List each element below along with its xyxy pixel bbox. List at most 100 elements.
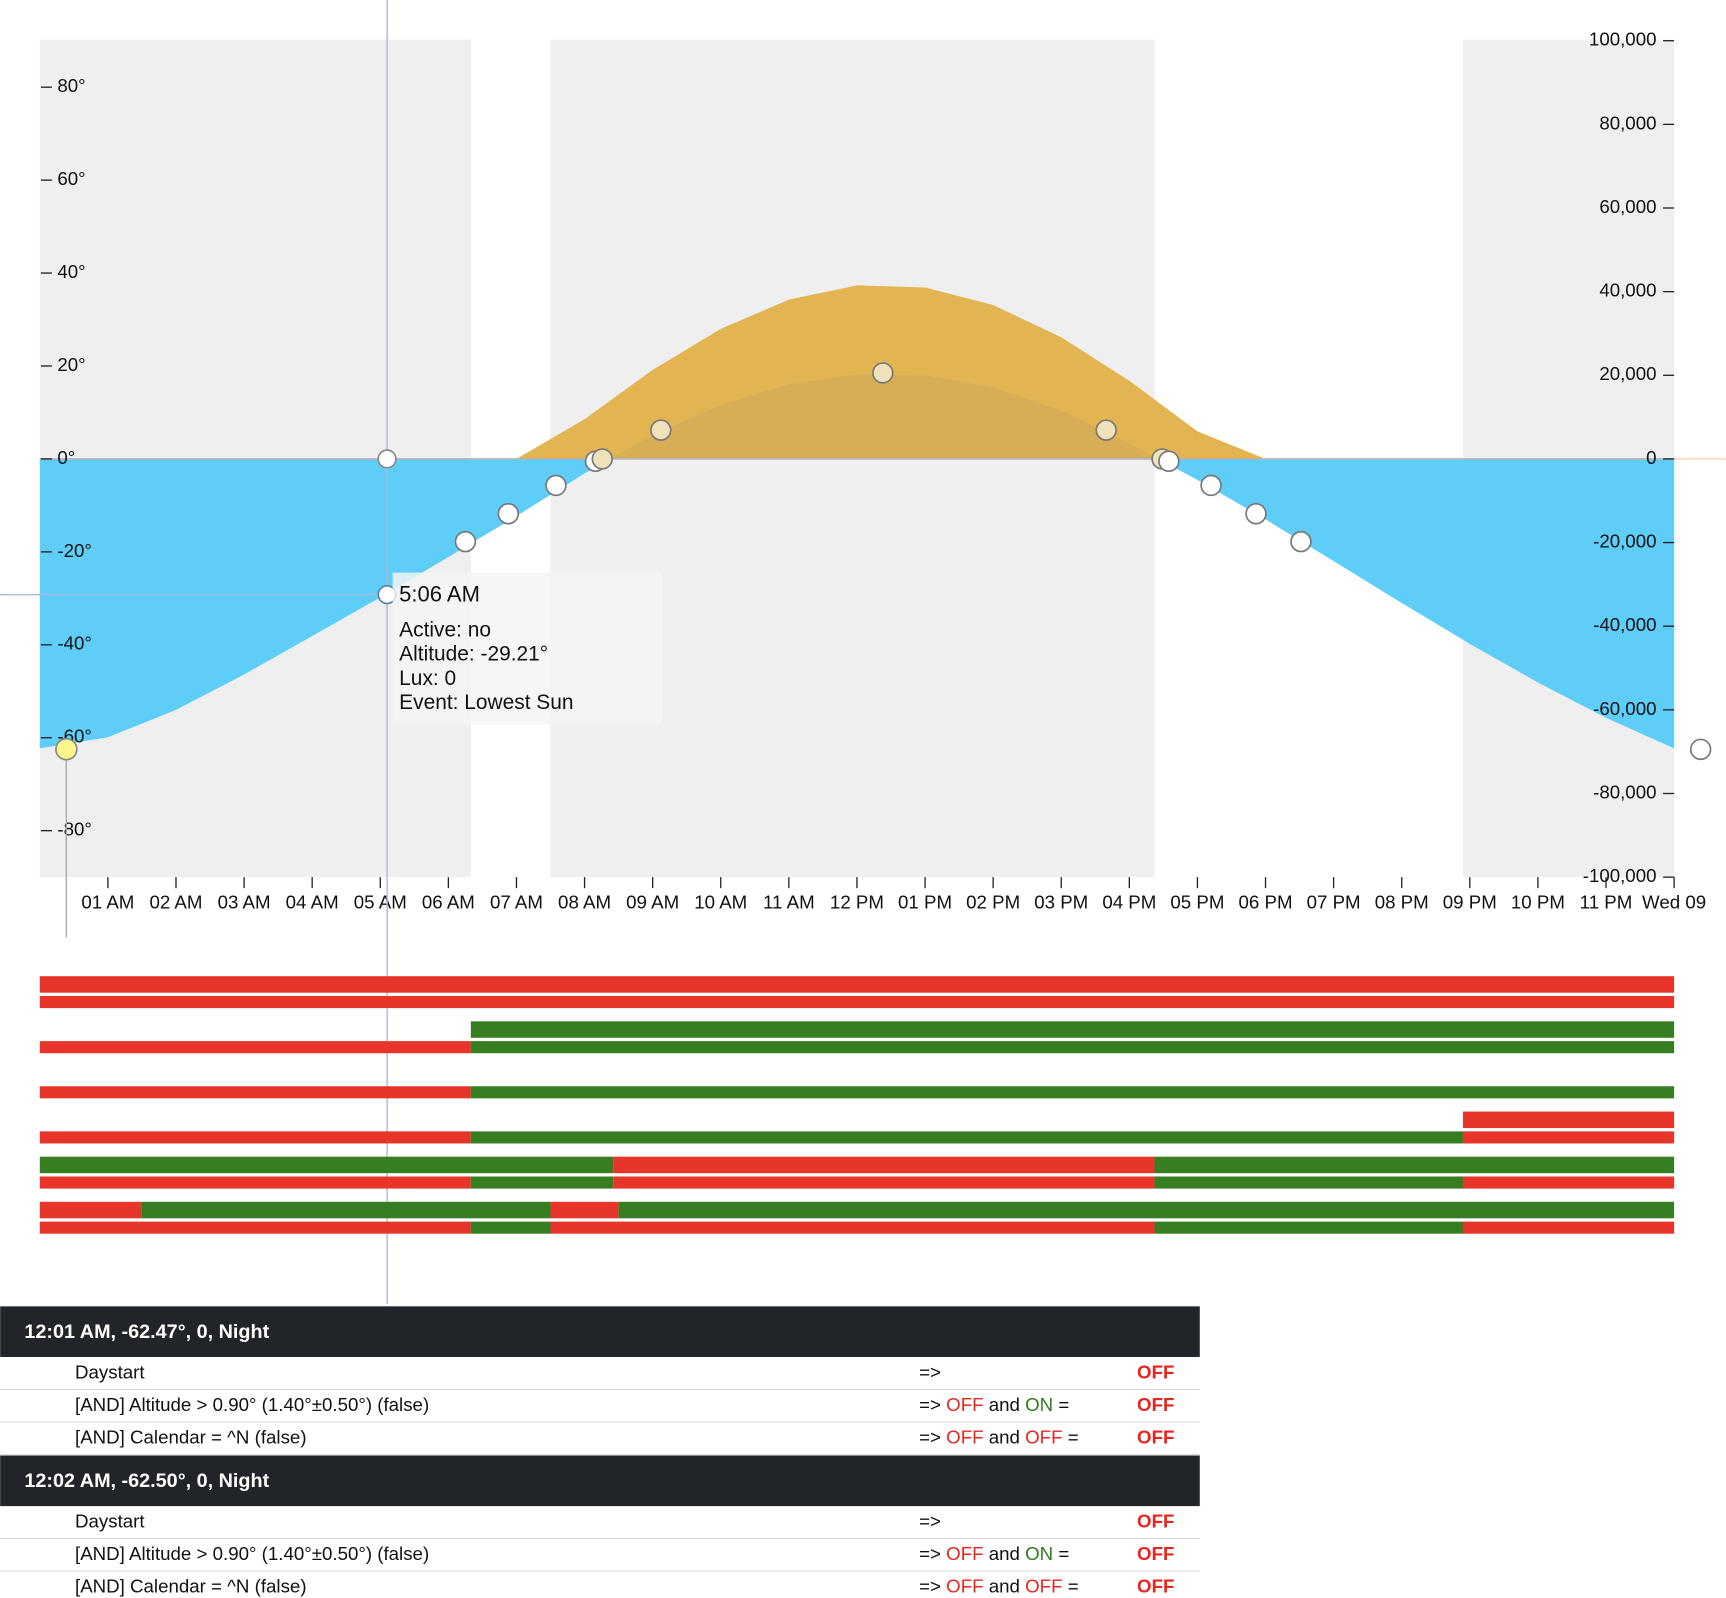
tooltip-line: Altitude: -29.21° bbox=[399, 643, 548, 666]
timeline-segment bbox=[39, 1201, 142, 1219]
expr-part: ON bbox=[1025, 1543, 1053, 1564]
expr-part: = bbox=[1068, 1426, 1079, 1447]
x-tick-label: 12 PM bbox=[830, 891, 884, 912]
group-header-bg bbox=[0, 1306, 1200, 1357]
timeline-segment bbox=[141, 1201, 551, 1219]
x-tick-label: 08 PM bbox=[1375, 891, 1429, 912]
event-marker bbox=[1095, 419, 1117, 441]
x-tick-label: 04 AM bbox=[286, 891, 339, 912]
event-marker bbox=[872, 362, 894, 384]
expr-part: and bbox=[989, 1575, 1020, 1596]
timeline-segment bbox=[1463, 1221, 1675, 1234]
timeline-segment bbox=[39, 1086, 471, 1099]
expr-part: OFF bbox=[946, 1575, 983, 1596]
x-tick-label: 09 PM bbox=[1443, 891, 1497, 912]
condition-result: OFF bbox=[1137, 1426, 1174, 1447]
condition-result: OFF bbox=[1137, 1543, 1174, 1564]
y2-tick-label: -80,000 bbox=[1593, 781, 1656, 802]
condition-label: [AND] Altitude > 0.90° (1.40°±0.50°) (fa… bbox=[75, 1394, 429, 1415]
x-tick-label: 08 AM bbox=[558, 891, 611, 912]
timeline-segment bbox=[618, 1201, 1675, 1219]
x-tick-label: 10 AM bbox=[694, 891, 747, 912]
lux-area bbox=[39, 285, 1675, 459]
condition-label: Daystart bbox=[75, 1511, 145, 1532]
y-tick-label: 60° bbox=[57, 168, 85, 189]
altitude-area-night bbox=[39, 458, 1675, 749]
x-tick-label: 03 PM bbox=[1034, 891, 1088, 912]
event-marker bbox=[1689, 738, 1712, 761]
y-tick-label: -80° bbox=[57, 819, 91, 840]
expr-part: = bbox=[1068, 1575, 1079, 1596]
timeline-segment bbox=[470, 1041, 1675, 1054]
timeline-segment bbox=[39, 1221, 471, 1234]
condition-expr: => OFF and ON = bbox=[919, 1394, 1069, 1415]
x-tick-label: 01 AM bbox=[81, 891, 134, 912]
expr-part: OFF bbox=[1025, 1575, 1062, 1596]
timeline-segment bbox=[470, 1131, 1464, 1144]
condition-expr: => OFF and OFF = bbox=[919, 1575, 1078, 1596]
tooltip-line: Event: Lowest Sun bbox=[399, 691, 573, 714]
timeline-segment bbox=[1154, 1221, 1464, 1234]
group-header: 12:01 AM, -62.47°, 0, Night bbox=[24, 1321, 269, 1343]
expr-part: = bbox=[1058, 1394, 1069, 1415]
y-tick-label: 0° bbox=[57, 447, 75, 468]
event-marker bbox=[1158, 450, 1180, 472]
condition-label: Daystart bbox=[75, 1361, 145, 1382]
x-tick-label: 06 AM bbox=[422, 891, 475, 912]
condition-result: OFF bbox=[1137, 1394, 1174, 1415]
x-tick-label: Wed 09 bbox=[1642, 891, 1706, 912]
condition-result: OFF bbox=[1137, 1361, 1174, 1382]
event-marker bbox=[497, 503, 520, 525]
expr-part: => bbox=[919, 1426, 941, 1447]
altitude-area-day bbox=[39, 374, 1675, 459]
tooltip-line: Lux: 0 bbox=[399, 667, 456, 690]
condition-expr: => OFF and ON = bbox=[919, 1543, 1069, 1564]
expr-part: OFF bbox=[946, 1394, 983, 1415]
expr-part: => bbox=[919, 1394, 941, 1415]
expr-part: => bbox=[919, 1361, 941, 1382]
timeline-segment bbox=[1463, 1111, 1675, 1129]
timeline-segment bbox=[39, 1156, 614, 1174]
y-tick-label: -40° bbox=[57, 633, 91, 654]
y2-tick-label: 20,000 bbox=[1599, 363, 1656, 384]
expr-part: OFF bbox=[946, 1426, 983, 1447]
x-tick-label: 01 PM bbox=[898, 891, 952, 912]
y-tick-label: 80° bbox=[57, 75, 85, 96]
group-header-bg bbox=[0, 1455, 1200, 1507]
timeline-segment bbox=[1154, 1176, 1464, 1189]
timeline-segment bbox=[1154, 1156, 1675, 1174]
x-tick-label: 05 AM bbox=[354, 891, 407, 912]
x-tick-label: 11 PM bbox=[1580, 891, 1633, 912]
event-marker bbox=[1245, 503, 1267, 525]
expr-part: OFF bbox=[946, 1543, 983, 1564]
y2-tick-label: -20,000 bbox=[1593, 531, 1656, 552]
timeline-segment bbox=[470, 1176, 614, 1189]
timeline-segment bbox=[613, 1176, 1155, 1189]
timeline-segment bbox=[613, 1156, 1155, 1174]
y-tick-label: 20° bbox=[57, 354, 85, 375]
timeline-segment bbox=[39, 1176, 471, 1189]
timeline-segment bbox=[470, 1086, 1675, 1099]
y-tick-label: 40° bbox=[57, 261, 85, 282]
timeline-segment bbox=[470, 1021, 1675, 1038]
y2-tick-label: 40,000 bbox=[1599, 280, 1656, 301]
x-tick-label: 10 PM bbox=[1511, 891, 1565, 912]
y-tick-label: -20° bbox=[57, 540, 91, 561]
event-marker bbox=[650, 419, 672, 441]
tooltip-title: 5:06 AM bbox=[399, 582, 480, 607]
y2-tick-label: 80,000 bbox=[1599, 112, 1656, 133]
x-tick-label: 05 PM bbox=[1170, 891, 1224, 912]
x-tick-label: 07 PM bbox=[1307, 891, 1361, 912]
event-marker bbox=[454, 530, 477, 553]
expr-part: and bbox=[989, 1426, 1020, 1447]
expr-part: and bbox=[989, 1543, 1020, 1564]
expr-part: = bbox=[1058, 1543, 1069, 1564]
timeline-segment bbox=[39, 1041, 471, 1054]
condition-expr: => bbox=[919, 1511, 941, 1532]
x-tick-label: 07 AM bbox=[490, 891, 543, 912]
y2-tick-label: 0 bbox=[1646, 447, 1656, 468]
tooltip-line: Active: no bbox=[399, 619, 491, 642]
condition-label: [AND] Altitude > 0.90° (1.40°±0.50°) (fa… bbox=[75, 1543, 429, 1564]
